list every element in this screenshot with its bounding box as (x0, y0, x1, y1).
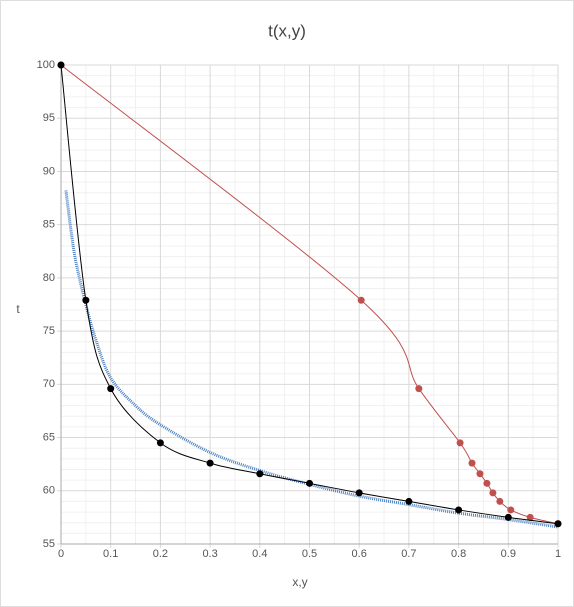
data-point (107, 385, 115, 393)
x-tick-label: 0.3 (202, 548, 217, 560)
x-tick-label: 0.5 (302, 548, 317, 560)
data-point (476, 470, 484, 478)
data-point (468, 459, 476, 467)
data-point (306, 479, 313, 487)
data-point (82, 296, 90, 304)
y-tick-label: 100 (37, 59, 55, 71)
x-tick-label: 0 (58, 548, 64, 560)
x-tick-label: 1 (555, 548, 561, 560)
data-point (526, 513, 534, 521)
x-tick-label: 0.8 (451, 548, 466, 560)
x-tick-label: 0.2 (153, 548, 168, 560)
y-tick-label: 70 (43, 378, 55, 390)
x-tick-label: 0.6 (352, 548, 367, 560)
data-point (57, 61, 65, 69)
y-tick-label: 95 (43, 112, 55, 124)
y-tick-label: 75 (43, 325, 55, 337)
x-tick-label: 0.1 (103, 548, 118, 560)
y-tick-label: 85 (43, 219, 55, 231)
x-tick-label: 0.9 (501, 548, 516, 560)
data-point (507, 506, 515, 514)
data-point (456, 439, 464, 447)
x-tick-label: 0.7 (401, 548, 416, 560)
series-line (64, 190, 559, 529)
data-point (355, 489, 363, 497)
data-point (156, 439, 164, 447)
y-tick-label: 80 (43, 272, 55, 284)
data-point (415, 385, 423, 393)
data-point (554, 520, 562, 528)
data-point (504, 513, 512, 521)
x-axis-label: x,y (292, 575, 307, 589)
data-point (357, 296, 365, 304)
data-point (405, 497, 413, 505)
data-point (256, 470, 264, 478)
data-point (483, 479, 491, 487)
y-tick-label: 55 (43, 538, 55, 550)
data-point (455, 506, 463, 514)
x-tick-label: 0.4 (252, 548, 267, 560)
y-tick-label: 90 (43, 165, 55, 177)
data-point (489, 489, 497, 497)
y-axis-label: t (16, 302, 20, 316)
y-tick-label: 60 (43, 485, 55, 497)
chart-title: t(x,y) (268, 21, 306, 40)
data-point (206, 459, 214, 467)
y-tick-label: 65 (43, 431, 55, 443)
data-point (496, 497, 504, 505)
